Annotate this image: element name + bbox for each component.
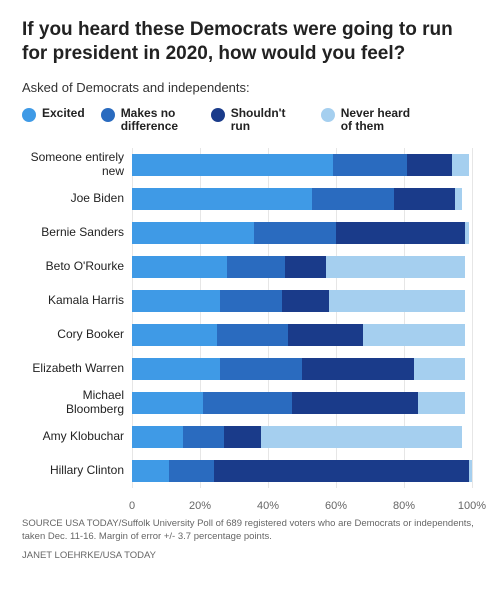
bar-segment bbox=[132, 290, 220, 312]
legend-swatch bbox=[22, 108, 36, 122]
bar-segment bbox=[227, 256, 285, 278]
row-label: Elizabeth Warren bbox=[24, 362, 132, 376]
bar-segment bbox=[132, 358, 220, 380]
bar-segment bbox=[132, 256, 227, 278]
row-label: Beto O'Rourke bbox=[24, 260, 132, 274]
bar-segment bbox=[302, 358, 414, 380]
bar-track bbox=[132, 358, 472, 380]
bar-row: Someone entirely new bbox=[132, 148, 472, 182]
bar-segment bbox=[292, 392, 418, 414]
row-label: Amy Klobuchar bbox=[24, 430, 132, 444]
bar-segment bbox=[394, 188, 455, 210]
bar-track bbox=[132, 460, 472, 482]
legend-swatch bbox=[211, 108, 225, 122]
x-tick-label: 100% bbox=[458, 500, 486, 512]
bar-segment bbox=[326, 256, 465, 278]
bar-segment bbox=[132, 188, 312, 210]
source-note: SOURCE USA TODAY/Suffolk University Poll… bbox=[22, 518, 478, 544]
bar-segment bbox=[285, 256, 326, 278]
bar-row: Hillary Clinton bbox=[132, 454, 472, 488]
legend-item: Never heard of them bbox=[321, 107, 415, 135]
bar-segment bbox=[169, 460, 213, 482]
row-label: Bernie Sanders bbox=[24, 226, 132, 240]
x-tick-label: 0 bbox=[129, 500, 135, 512]
bar-segment bbox=[329, 290, 465, 312]
bar-track bbox=[132, 222, 472, 244]
legend-swatch bbox=[321, 108, 335, 122]
bar-segment bbox=[254, 222, 336, 244]
row-label: Hillary Clinton bbox=[24, 464, 132, 478]
bar-segment bbox=[414, 358, 465, 380]
byline: JANET LOEHRKE/USA TODAY bbox=[22, 550, 478, 561]
bar-rows: Someone entirely newJoe BidenBernie Sand… bbox=[132, 148, 472, 488]
bar-segment bbox=[217, 324, 288, 346]
bar-track bbox=[132, 392, 472, 414]
legend-item: Shouldn't run bbox=[211, 107, 305, 135]
bar-segment bbox=[455, 188, 462, 210]
bar-segment bbox=[132, 154, 333, 176]
bar-segment bbox=[132, 324, 217, 346]
bar-track bbox=[132, 290, 472, 312]
row-label: Someone entirely new bbox=[24, 151, 132, 179]
bar-segment bbox=[333, 154, 408, 176]
bar-row: Cory Booker bbox=[132, 318, 472, 352]
x-tick-label: 60% bbox=[325, 500, 347, 512]
chart-subtitle: Asked of Democrats and independents: bbox=[22, 80, 478, 95]
bar-segment bbox=[214, 460, 469, 482]
bar-segment bbox=[132, 222, 254, 244]
bar-track bbox=[132, 256, 472, 278]
legend-item: Excited bbox=[22, 107, 85, 135]
legend: Excited Makes no difference Shouldn't run N… bbox=[22, 107, 478, 135]
bar-track bbox=[132, 154, 472, 176]
legend-item: Makes no difference bbox=[101, 107, 195, 135]
bar-segment bbox=[452, 154, 469, 176]
row-label: Michael Bloomberg bbox=[24, 389, 132, 417]
bar-segment bbox=[132, 392, 203, 414]
bar-row: Bernie Sanders bbox=[132, 216, 472, 250]
bar-row: Joe Biden bbox=[132, 182, 472, 216]
row-label: Joe Biden bbox=[24, 192, 132, 206]
bar-row: Kamala Harris bbox=[132, 284, 472, 318]
legend-label: Excited bbox=[42, 107, 85, 121]
bar-segment bbox=[407, 154, 451, 176]
bar-segment bbox=[312, 188, 394, 210]
x-tick-label: 20% bbox=[189, 500, 211, 512]
legend-label: Makes no difference bbox=[121, 107, 195, 135]
bar-row: Beto O'Rourke bbox=[132, 250, 472, 284]
row-label: Cory Booker bbox=[24, 328, 132, 342]
legend-label: Shouldn't run bbox=[231, 107, 305, 135]
bar-segment bbox=[203, 392, 291, 414]
bar-segment bbox=[418, 392, 466, 414]
bar-segment bbox=[336, 222, 465, 244]
bar-segment bbox=[132, 426, 183, 448]
bar-segment bbox=[282, 290, 330, 312]
bar-track bbox=[132, 324, 472, 346]
x-tick-label: 80% bbox=[393, 500, 415, 512]
bar-track bbox=[132, 426, 472, 448]
bar-segment bbox=[132, 460, 169, 482]
row-label: Kamala Harris bbox=[24, 294, 132, 308]
bar-segment bbox=[220, 290, 281, 312]
bar-segment bbox=[261, 426, 462, 448]
bar-segment bbox=[224, 426, 261, 448]
legend-label: Never heard of them bbox=[341, 107, 415, 135]
x-tick-label: 40% bbox=[257, 500, 279, 512]
bar-row: Michael Bloomberg bbox=[132, 386, 472, 420]
bar-segment bbox=[220, 358, 302, 380]
bar-segment bbox=[288, 324, 363, 346]
bar-segment bbox=[363, 324, 465, 346]
chart-title: If you heard these Democrats were going … bbox=[22, 18, 478, 66]
bar-segment bbox=[465, 222, 468, 244]
bar-segment bbox=[183, 426, 224, 448]
gridline bbox=[472, 148, 473, 488]
bar-segment bbox=[469, 460, 472, 482]
chart-area: Someone entirely newJoe BidenBernie Sand… bbox=[132, 148, 472, 512]
legend-swatch bbox=[101, 108, 115, 122]
bar-row: Elizabeth Warren bbox=[132, 352, 472, 386]
bar-row: Amy Klobuchar bbox=[132, 420, 472, 454]
bar-track bbox=[132, 188, 472, 210]
